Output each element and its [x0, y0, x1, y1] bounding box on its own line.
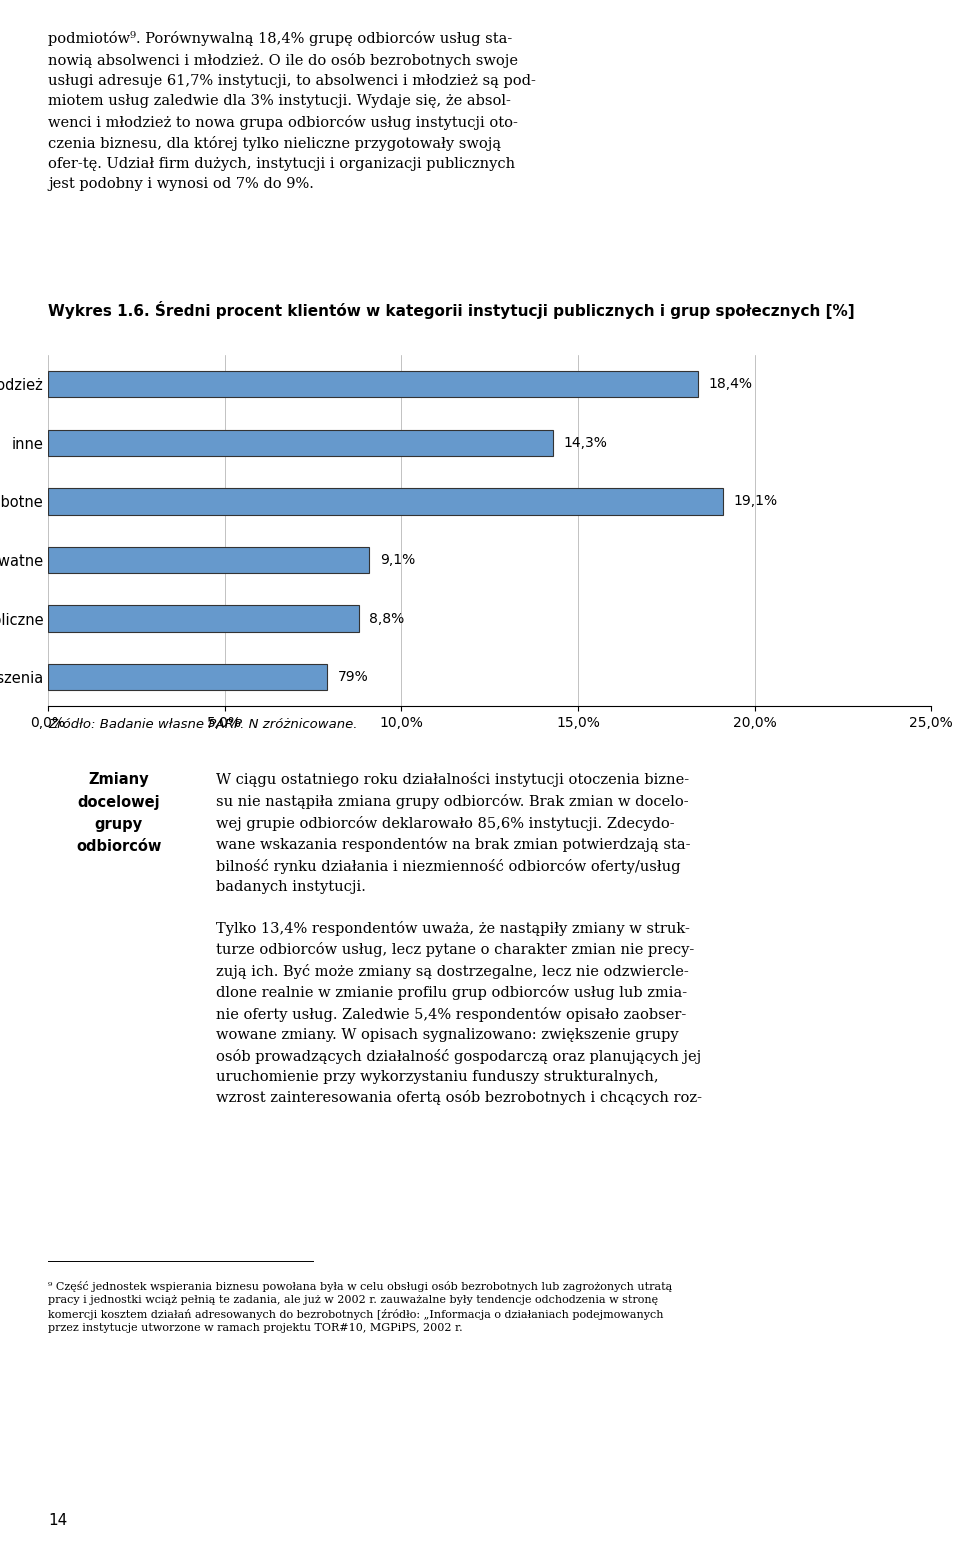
Text: podmiotów⁹. Porównywalną 18,4% grupę odbiorców usług sta-
nowią absolwenci i mło: podmiotów⁹. Porównywalną 18,4% grupę odb…: [48, 31, 536, 191]
Text: 14: 14: [48, 1513, 67, 1527]
Bar: [48, 488, 723, 515]
Bar: [48, 429, 553, 455]
Text: 18,4%: 18,4%: [708, 377, 753, 391]
Text: W ciągu ostatniego roku działalności instytucji otoczenia bizne-
su nie nastąpił: W ciągu ostatniego roku działalności ins…: [216, 773, 702, 1105]
Bar: [48, 546, 370, 573]
Text: 19,1%: 19,1%: [733, 495, 778, 509]
Text: Żródło: Badanie własne PARP. N zróżnicowane.: Żródło: Badanie własne PARP. N zróżnicow…: [48, 718, 357, 731]
Text: ⁹ Część jednostek wspierania biznesu powołana była w celu obsługi osób bezrobotn: ⁹ Część jednostek wspierania biznesu pow…: [48, 1280, 672, 1333]
Text: 14,3%: 14,3%: [564, 435, 608, 449]
Bar: [48, 371, 698, 398]
Text: 9,1%: 9,1%: [380, 552, 416, 567]
Bar: [48, 664, 327, 690]
Text: 79%: 79%: [338, 670, 369, 684]
Bar: [48, 606, 359, 632]
Text: Wykres 1.6. Średni procent klientów w kategorii instytucji publicznych i grup sp: Wykres 1.6. Średni procent klientów w ka…: [48, 300, 854, 319]
Text: Zmiany
docelowej
grupy
odbiorców: Zmiany docelowej grupy odbiorców: [76, 773, 161, 854]
Text: 8,8%: 8,8%: [370, 612, 405, 626]
